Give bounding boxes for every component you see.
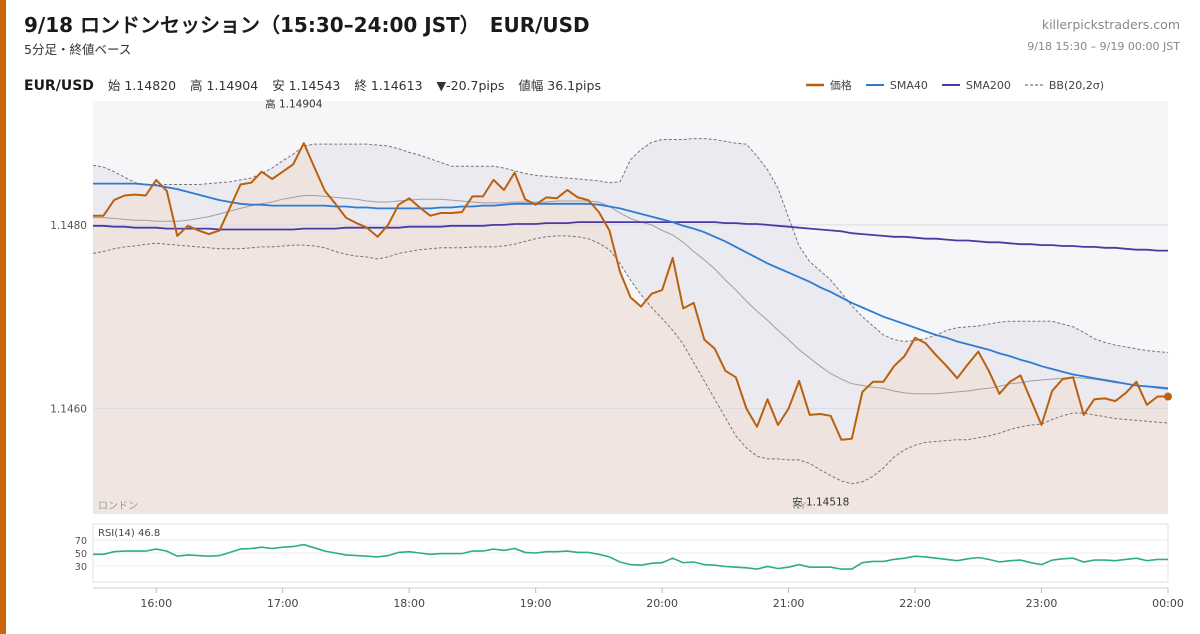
chart-legend: 価格 SMA40 SMA200 BB(20,2σ) <box>805 77 1104 93</box>
high-annotation: 高 1.14904 <box>265 97 323 110</box>
bb-upper-line <box>92 138 1169 353</box>
chart-subtitle: 5分足・終値ベース <box>24 42 132 57</box>
time-range: 9/18 15:30 – 9/19 00:00 JST <box>1027 40 1180 53</box>
rsi-line <box>93 543 1168 570</box>
bb-mid-line <box>93 195 1169 395</box>
price-area-fill <box>93 143 1168 514</box>
price-stats: EUR/USD 始 1.14820 高 1.14904 安 1.14543 終 … <box>24 75 611 94</box>
legend-sma200-label: SMA200 <box>965 78 1011 92</box>
x-tick-label: 00:00 <box>1152 597 1184 610</box>
legend-bb[interactable]: BB(20,2σ) <box>1024 77 1104 93</box>
x-tick-label: 22:00 <box>899 597 931 610</box>
high-value: 高 1.14904 <box>190 78 259 93</box>
x-tick-label: 17:00 <box>267 597 299 610</box>
legend-sma40[interactable]: SMA40 <box>865 77 928 93</box>
x-tick-label: 21:00 <box>773 597 805 610</box>
x-tick-label: 20:00 <box>646 597 678 610</box>
last-price-dot <box>1164 392 1172 401</box>
brand-link[interactable]: killerpickstraders.com <box>1041 17 1180 32</box>
low-value: 安 1.14543 <box>272 78 341 93</box>
sma40-line <box>93 182 1169 390</box>
close-value: 終 1.14613 <box>354 78 423 93</box>
y-tick-label: 1.1460 <box>50 403 87 415</box>
rsi-tick-label: 50 <box>75 549 87 560</box>
price-line <box>93 142 1168 441</box>
rsi-tick-label: 70 <box>75 536 87 547</box>
sma200-line <box>93 221 1168 252</box>
legend-sma40-label: SMA40 <box>889 78 928 92</box>
symbol-label: EUR/USD <box>24 78 94 94</box>
x-tick-label: 18:00 <box>393 597 425 610</box>
accent-bar <box>0 0 6 634</box>
legend-price[interactable]: 価格 <box>805 77 852 93</box>
x-tick-label: 23:00 <box>1026 597 1058 610</box>
rsi-label: RSI(14) 46.8 <box>98 528 160 539</box>
low-annotation: 安 1.14518 <box>792 496 849 509</box>
x-tick-label: 19:00 <box>520 597 552 610</box>
legend-bb-label: BB(20,2σ) <box>1048 78 1104 92</box>
bb-lower-line <box>92 235 1169 485</box>
page-title: 9/18 ロンドンセッション（15:30–24:00 JST） EUR/USD <box>24 13 590 37</box>
open-value: 始 1.14820 <box>107 78 177 93</box>
range-value: 値幅 36.1pips <box>518 78 601 93</box>
session-label: ロンドン <box>98 501 138 512</box>
x-tick-label: 16:00 <box>140 597 172 610</box>
legend-price-label: 価格 <box>829 79 852 92</box>
legend-sma200[interactable]: SMA200 <box>941 77 1011 93</box>
change-value: ▼-20.7pips <box>436 78 505 93</box>
session-label: NY <box>793 501 807 512</box>
rsi-tick-label: 30 <box>75 562 87 573</box>
y-tick-label: 1.1480 <box>50 220 87 232</box>
